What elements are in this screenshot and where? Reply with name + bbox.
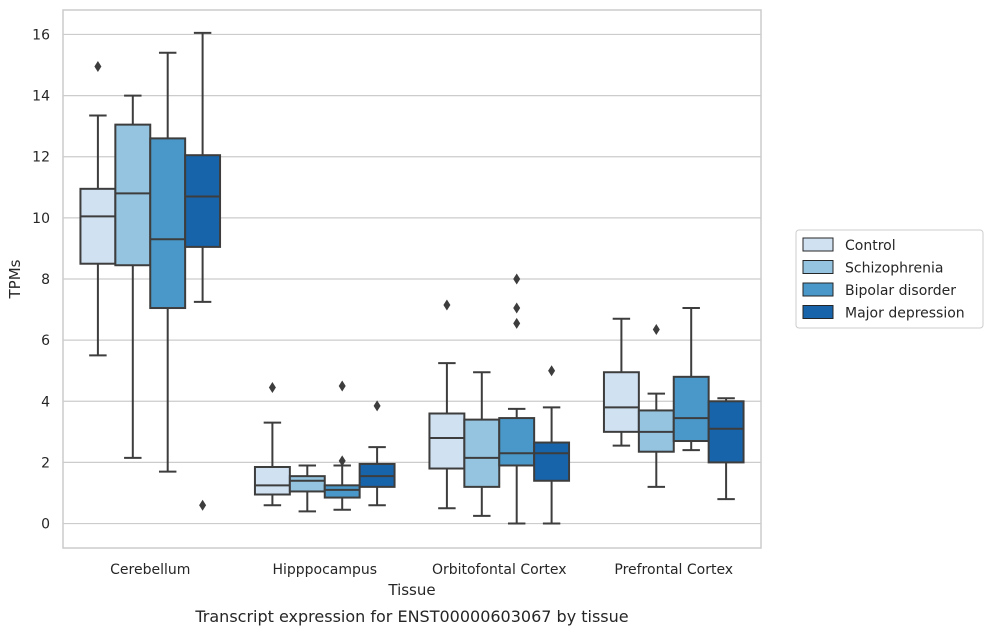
box-body — [323, 484, 361, 499]
box-body — [253, 465, 291, 496]
box-body — [428, 412, 466, 470]
box-body — [184, 154, 222, 248]
x-tick-label: Prefrontal Cortex — [614, 562, 733, 578]
chart-caption: Transcript expression for ENST0000060306… — [194, 607, 628, 626]
box-body — [114, 123, 152, 267]
x-tick-label: Orbitofontal Cortex — [432, 562, 567, 578]
box-bipolar-disorder — [149, 51, 187, 473]
legend-swatch — [802, 305, 834, 319]
plot-boxes — [79, 31, 745, 525]
outlier-point — [548, 365, 556, 377]
legend: Control Schizophrenia Bipolar disorder Majo… — [795, 229, 984, 329]
legend-label: Major depression — [845, 306, 965, 322]
box-major-depression — [358, 400, 396, 507]
outlier-point — [94, 61, 102, 73]
legend-label: Control — [845, 238, 896, 254]
box-major-depression — [533, 365, 571, 525]
outlier-point — [199, 499, 207, 511]
outlier-point — [338, 380, 346, 392]
x-tick-labels: Cerebellum Hipppocampus Orbitofontal Corte… — [110, 562, 733, 578]
box-control — [602, 317, 640, 447]
legend-frame — [795, 229, 984, 329]
box-bipolar-disorder — [323, 380, 361, 511]
box-control — [79, 61, 117, 357]
box-body — [288, 475, 326, 493]
box-body — [79, 187, 117, 265]
x-axis-label: Tissue — [387, 581, 435, 599]
box-body — [672, 375, 710, 443]
box-body — [463, 418, 501, 488]
legend-swatch — [802, 282, 834, 297]
box-body — [707, 400, 745, 464]
y-tick-label: 0 — [41, 517, 50, 533]
outlier-point — [652, 323, 660, 335]
box-schizophrenia — [288, 464, 326, 513]
outlier-point — [443, 299, 451, 311]
y-axis-label: TPMs — [6, 259, 24, 299]
x-tick-label: Hipppocampus — [272, 562, 377, 578]
box-body — [533, 441, 571, 482]
y-tick-label: 12 — [32, 150, 50, 166]
outlier-point — [513, 273, 521, 285]
y-tick-label: 10 — [32, 211, 50, 227]
box-major-depression — [184, 31, 222, 511]
box-schizophrenia — [463, 371, 501, 517]
box-control — [253, 382, 291, 507]
box-major-depression — [707, 397, 745, 501]
legend-swatch — [802, 237, 834, 252]
legend-label: Schizophrenia — [845, 261, 943, 277]
x-tick-label: Cerebellum — [110, 562, 190, 578]
y-tick-labels: 0 2 4 6 8 10 12 14 16 — [32, 27, 50, 532]
box-schizophrenia — [637, 323, 675, 488]
box-body — [602, 371, 640, 433]
y-tick-label: 16 — [32, 27, 50, 43]
legend-label: Bipolar disorder — [845, 283, 956, 299]
y-tick-label: 8 — [41, 272, 50, 288]
box-body — [498, 417, 536, 467]
outlier-point — [373, 400, 381, 412]
y-tick-label: 6 — [41, 333, 50, 349]
outlier-point — [338, 455, 346, 467]
y-tick-label: 2 — [41, 455, 50, 471]
outlier-point — [513, 302, 521, 314]
plot-frame — [62, 9, 762, 549]
outlier-point — [268, 382, 276, 394]
y-gridlines — [63, 33, 761, 525]
legend-swatch — [802, 260, 834, 274]
y-tick-label: 4 — [41, 394, 50, 410]
y-tick-label: 14 — [32, 89, 50, 105]
box-body — [149, 137, 187, 310]
outlier-point — [513, 317, 521, 329]
